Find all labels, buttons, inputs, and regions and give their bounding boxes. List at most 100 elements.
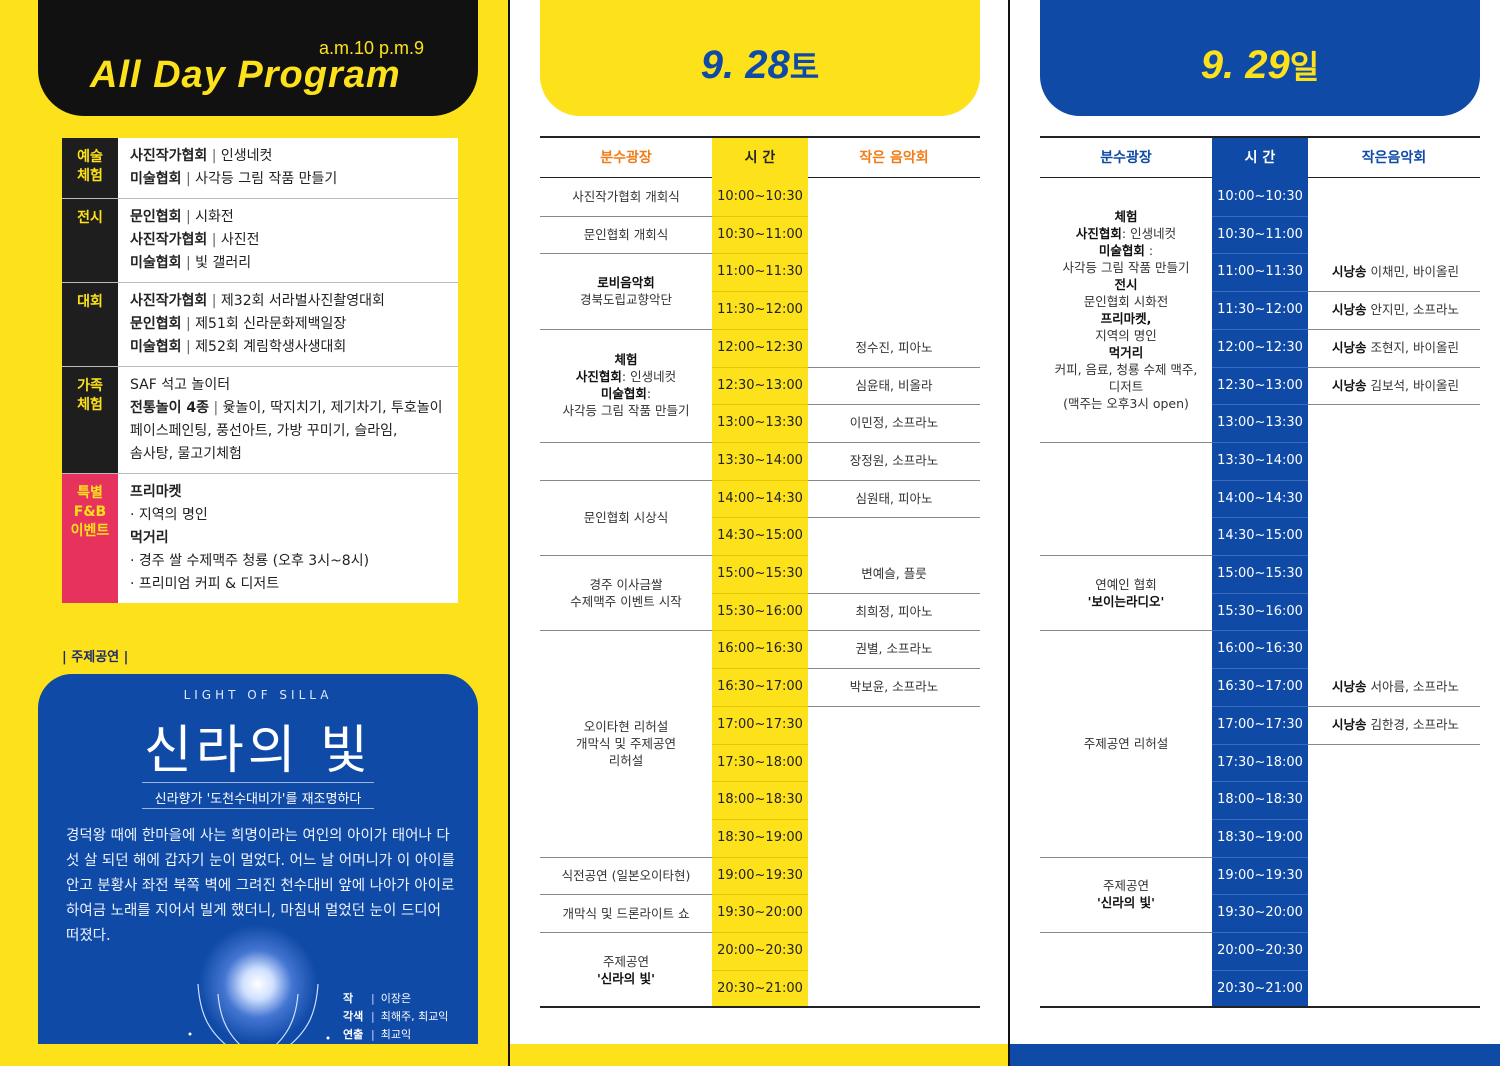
theme-section-label: | 주제공연 | bbox=[62, 650, 129, 665]
time-slot: 16:30~17:00 bbox=[1217, 679, 1303, 695]
time-slot: 16:00~16:30 bbox=[717, 641, 803, 657]
time-slot: 18:30~19:00 bbox=[1217, 829, 1303, 845]
row-divider bbox=[1212, 592, 1308, 594]
event-line: 주제공연 bbox=[603, 953, 649, 970]
category-table: 예술 체험 사진작가협회 | 인생네컷 미술협회 | 사각등 그림 작품 만들기 전시 문… bbox=[62, 138, 458, 603]
event-line-bold: 프리마켓, bbox=[1100, 310, 1152, 326]
event-line-text: 개막식 및 주제공연 bbox=[576, 735, 676, 751]
fountain-event bbox=[1040, 932, 1212, 1007]
credit-line: 연출 | 최교익 bbox=[343, 1026, 448, 1044]
event-line-text: 디저트 bbox=[1108, 378, 1144, 394]
category-line-text: 솜사탕, 물고기체험 bbox=[130, 446, 242, 462]
category-line: 사진작가협회 | 사진전 bbox=[130, 229, 458, 252]
concert-performer: 시낭송 조현지, 바이올린 bbox=[1308, 329, 1480, 367]
category-label: 특별 F&B 이벤트 bbox=[62, 474, 118, 603]
row-divider bbox=[1308, 291, 1480, 293]
event-line-bold: 미술협회 bbox=[1098, 242, 1145, 258]
category-label: 예술 체험 bbox=[62, 138, 118, 198]
category-line: 먹거리 bbox=[130, 527, 458, 550]
time-slot: 18:00~18:30 bbox=[717, 792, 803, 808]
category-body: 사진작가협회 | 인생네컷 미술협회 | 사각등 그림 작품 만들기 bbox=[118, 138, 458, 198]
row-divider bbox=[1308, 404, 1480, 406]
time-slot: 15:30~16:00 bbox=[1217, 603, 1303, 619]
event-line-text: 주제공연 bbox=[1102, 878, 1149, 894]
time-slot: 14:30~15:00 bbox=[717, 528, 803, 544]
fountain-event: 로비음악회 경북도립교향악단 bbox=[540, 253, 712, 328]
fountain-event: 문인협회 시상식 bbox=[540, 480, 712, 555]
event-line: 사각등 그림 작품 만들기 bbox=[563, 402, 690, 419]
time-slot: 15:30~16:00 bbox=[717, 603, 803, 619]
credit-name: 최교익 bbox=[380, 1028, 412, 1041]
theme-title-en: LIGHT OF SILLA bbox=[183, 688, 333, 702]
event-line: 문인협회 개회식 bbox=[584, 226, 668, 243]
category-line-text: · 경주 쌀 수제맥주 청룡 (오후 3시~8시) bbox=[130, 553, 370, 569]
event-line-text: : bbox=[646, 386, 652, 402]
row-divider bbox=[1212, 291, 1308, 293]
row-divider bbox=[540, 894, 712, 896]
performer-name: 심원태, 피아노 bbox=[855, 490, 933, 506]
time-slot: 13:00~13:30 bbox=[1217, 415, 1303, 431]
event-line-bold: 사진협회 bbox=[575, 369, 622, 385]
event-line: 전시 bbox=[1114, 276, 1137, 293]
row-divider bbox=[1308, 366, 1480, 368]
fountain-event: 연예인 협회 '보이는라디오' bbox=[1040, 555, 1212, 630]
event-line: (맥주는 오후3시 open) bbox=[1063, 395, 1189, 412]
event-line: 개막식 및 주제공연 bbox=[576, 735, 676, 752]
category-line: 전통놀이 4종 | 윷놀이, 딱지치기, 제기차기, 투호놀이 bbox=[130, 397, 458, 420]
category-line: 미술협회 | 빛 갤러리 bbox=[130, 252, 458, 275]
event-line: 사진작가협회 개회식 bbox=[572, 188, 679, 205]
fountain-event: 체험 사진협회: 인생네컷 미술협회 : 사각등 그림 작품 만들기 전시 문인협회 시… bbox=[1040, 178, 1212, 442]
category-line-org: 프리마켓 bbox=[130, 484, 182, 500]
event-line-bold: 미술협회 bbox=[600, 386, 647, 402]
day1-schedule: 분수광장 시 간 작은 음악회 10:00~10:30 10:30~11:00 11… bbox=[540, 136, 980, 1008]
row-divider bbox=[808, 366, 980, 368]
event-line: 체험 bbox=[1114, 208, 1137, 225]
time-slot: 20:30~21:00 bbox=[1217, 980, 1303, 996]
performer-name: 심윤태, 비올라 bbox=[855, 377, 933, 393]
day2-panel: 9. 29일 분수광장 시 간 작은음악회 10:00~10:30 10:30~1… bbox=[1008, 0, 1500, 1066]
event-line-text: 주제공연 bbox=[602, 953, 649, 969]
column-header-concert: 작은 음악회 bbox=[859, 150, 929, 166]
row-divider bbox=[808, 441, 980, 443]
event-line: 개막식 및 드론라이트 쇼 bbox=[563, 905, 690, 922]
concert-performer: 박보윤, 소프라노 bbox=[808, 668, 980, 706]
row-divider bbox=[712, 818, 808, 820]
event-line: 프리마켓, bbox=[1101, 310, 1152, 327]
separator: | bbox=[207, 232, 221, 248]
divider bbox=[142, 782, 374, 783]
event-line: 수제맥주 이벤트 시작 bbox=[570, 593, 681, 610]
category-line: 사진작가협회 | 인생네컷 bbox=[130, 145, 458, 168]
category-line-text: 제32회 서라벌사진촬영대회 bbox=[220, 293, 385, 309]
column-header-concert: 작은음악회 bbox=[1361, 150, 1427, 166]
row-divider bbox=[1212, 253, 1308, 255]
category-line: 솜사탕, 물고기체험 bbox=[130, 443, 458, 466]
row-divider bbox=[1212, 894, 1308, 896]
performer-name: 안지민, 소프라노 bbox=[1370, 302, 1459, 318]
event-line-text: 문인협회 시화전 bbox=[1083, 293, 1169, 309]
day1-date: 9. 28토 bbox=[540, 42, 980, 88]
credits: 작 | 이장은 각색 | 최해주, 최교익 연출 | 최교익 bbox=[343, 990, 448, 1044]
category-line-text: 빛 갤러리 bbox=[195, 255, 252, 271]
category-body: 프리마켓 · 지역의 명인 먹거리 · 경주 쌀 수제맥주 청룡 (오후 3시~8시)… bbox=[118, 474, 458, 603]
bottom-band bbox=[0, 1044, 508, 1066]
event-line-bold: 체험 bbox=[1114, 208, 1138, 224]
time-slot: 19:00~19:30 bbox=[717, 867, 803, 883]
event-line: '신라의 빛' bbox=[597, 970, 655, 987]
theme-title-kr: 신라의 빛 bbox=[144, 721, 372, 781]
category-line-text: SAF 석고 놀이터 bbox=[130, 377, 231, 393]
event-line-bold: 체험 bbox=[614, 352, 638, 368]
row-divider bbox=[1212, 668, 1308, 670]
category-line-org: 미술협회 bbox=[130, 255, 182, 271]
day2-time-column: 10:00~10:30 10:30~11:00 11:00~11:30 11:30~1… bbox=[1212, 178, 1308, 1006]
category-body: 사진작가협회 | 제32회 서라벌사진촬영대회 문인협회 | 제51회 신라문화제… bbox=[118, 283, 458, 366]
category-line: SAF 석고 놀이터 bbox=[130, 374, 458, 397]
row-divider bbox=[712, 630, 808, 632]
row-divider bbox=[1212, 479, 1308, 481]
separator: | bbox=[371, 992, 375, 1005]
row-divider bbox=[1212, 781, 1308, 783]
event-line-bold: 먹거리 bbox=[1108, 344, 1144, 360]
time-slot: 14:00~14:30 bbox=[717, 490, 803, 506]
credit-role: 작 bbox=[343, 992, 354, 1005]
event-line-text: 개막식 및 드론라이트 쇼 bbox=[562, 905, 690, 921]
category-line-org: 사진작가협회 bbox=[130, 148, 208, 164]
